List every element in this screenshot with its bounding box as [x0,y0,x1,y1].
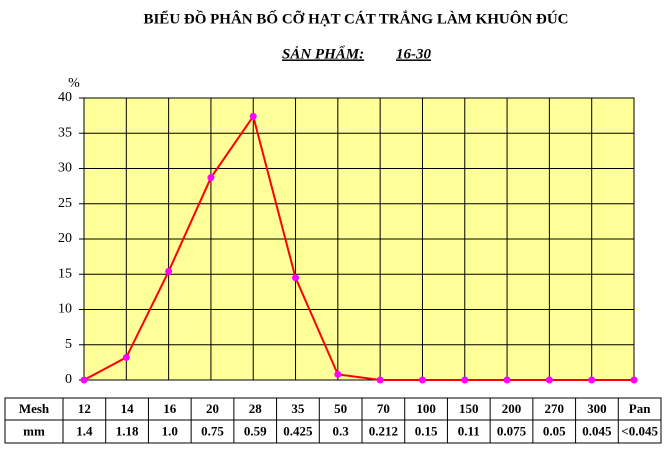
mm-label: 1.18 [116,423,139,438]
data-point [249,112,257,120]
mm-label: 0.59 [244,423,267,438]
chart-title: BIỂU ĐỒ PHÂN BỐ CỠ HẠT CÁT TRẮNG LÀM KHU… [143,9,568,27]
y-tick-label: 25 [58,196,72,211]
x-tick-label: 28 [249,401,263,416]
mm-label: 0.3 [333,423,350,438]
data-point [334,370,342,378]
data-point [588,376,596,384]
mm-label: 0.75 [201,423,224,438]
x-tick-label: 20 [206,401,219,416]
mm-label: 0.075 [497,423,527,438]
data-point [461,376,469,384]
product: 16-30 [396,46,431,62]
y-tick-label: 40 [58,90,72,105]
x-tick-label: 270 [544,401,564,416]
mm-label: 0.425 [283,423,313,438]
x-tick-label: 50 [334,401,347,416]
x-tick-label: 12 [78,401,91,416]
x-tick-label: 200 [502,401,522,416]
x-tick-label: 16 [163,401,177,416]
y-tick-label: 0 [65,372,72,387]
x-tick-label: Pan [629,401,651,416]
data-point [376,376,384,384]
x-tick-label: 150 [459,401,479,416]
mm-label: <0.045 [621,423,658,438]
mm-label: 0.045 [582,423,612,438]
data-point [207,174,215,182]
mm-label: 0.05 [543,423,566,438]
data-point [503,376,511,384]
data-point [630,376,638,384]
y-tick-label: 35 [58,125,72,140]
x-tick-label: 35 [291,401,305,416]
data-point [292,274,300,282]
data-point [80,376,88,384]
x-tick-label: 14 [121,401,135,416]
y-tick-label: 15 [58,266,72,281]
row-label: Mesh [19,401,50,416]
y-tick-label: 5 [65,337,72,352]
mm-label: 1.0 [162,423,178,438]
subtitle: SẢN PHẨM: [282,44,364,62]
data-point [122,353,130,361]
row-label: mm [23,423,45,438]
x-tick-label: 300 [587,401,607,416]
mm-label: 1.4 [76,423,93,438]
y-tick-label: 30 [58,161,72,176]
mm-label: 0.15 [415,423,438,438]
data-point [545,376,553,384]
y-axis-label: % [68,76,80,91]
data-point [165,267,173,275]
y-tick-label: 20 [58,231,72,246]
y-tick-label: 10 [58,302,72,317]
mm-label: 0.212 [369,423,398,438]
mm-label: 0.11 [458,423,480,438]
x-tick-label: 100 [416,401,436,416]
data-line [83,113,634,381]
x-tick-label: 70 [377,401,390,416]
data-point [418,376,426,384]
